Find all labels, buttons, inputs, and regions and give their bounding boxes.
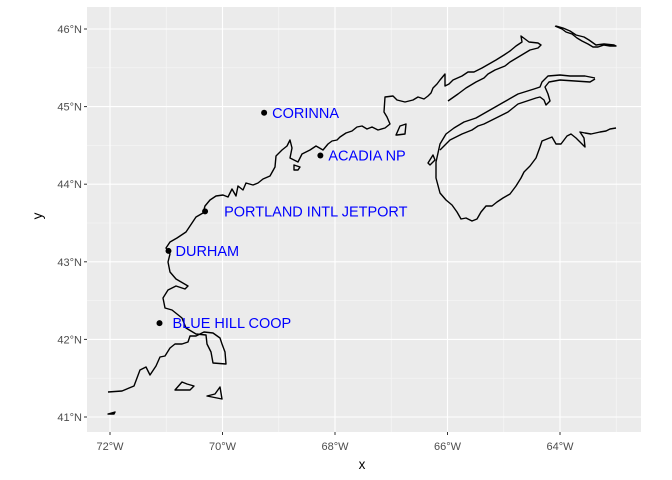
y-tick-label: 44°N <box>57 179 82 191</box>
y-tick-label: 46°N <box>57 24 82 36</box>
coastline <box>107 25 617 415</box>
station-points <box>156 109 324 327</box>
y-tick-label: 41°N <box>57 412 82 424</box>
y-tick-label: 42°N <box>57 334 82 346</box>
station-point <box>261 109 268 116</box>
station-labels: CORINNA ACADIA NP PORTLAND INTL JETPORT DUR… <box>173 106 408 332</box>
x-tick-label: 68°W <box>321 441 349 453</box>
station-label: ACADIA NP <box>328 148 405 164</box>
y-tick-label: 45°N <box>57 102 82 114</box>
station-label: DURHAM <box>176 244 240 260</box>
station-point <box>156 320 163 327</box>
station-label: PORTLAND INTL JETPORT <box>224 204 408 220</box>
y-axis-title: y <box>30 212 45 219</box>
station-point <box>317 152 324 159</box>
station-label: CORINNA <box>272 106 339 122</box>
coastline-main <box>107 35 542 393</box>
station-point <box>165 247 172 254</box>
station-point <box>202 208 209 215</box>
x-tick-label: 72°W <box>96 441 124 453</box>
coastline-islands <box>107 123 436 415</box>
x-tick-label: 66°W <box>434 441 462 453</box>
coastline-nova-scotia <box>435 25 617 222</box>
x-axis-title: x <box>359 457 366 472</box>
x-tick-label: 64°W <box>546 441 574 453</box>
panel-background <box>87 7 641 432</box>
y-tick-label: 43°N <box>57 257 82 269</box>
station-label: BLUE HILL COOP <box>173 316 292 332</box>
x-tick-label: 70°W <box>209 441 237 453</box>
x-axis: 72°W 70°W 68°W 66°W 64°W <box>96 432 574 453</box>
gridlines <box>87 7 641 432</box>
y-axis: 41°N 42°N 43°N 44°N 45°N 46°N <box>57 24 87 424</box>
